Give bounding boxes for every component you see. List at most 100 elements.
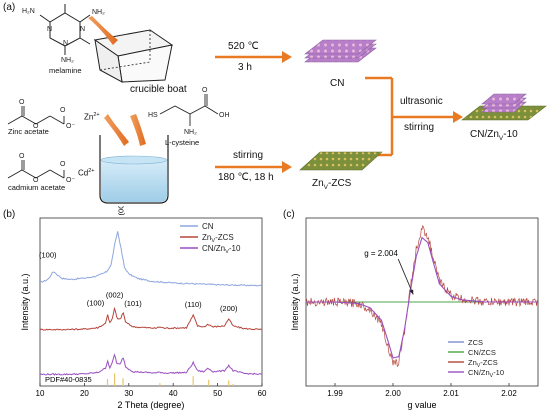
xrd-reference-label: PDF#40-0835 (45, 375, 92, 384)
x-tick-label: 60 (258, 389, 267, 398)
svg-text:O: O (19, 99, 25, 106)
zinc-acetate-label: Zinc acetate (8, 127, 49, 136)
hydrothermal-conditions-label: 180 ℃, 18 h (218, 172, 274, 183)
x-tick-label: 1.99 (327, 389, 343, 398)
xrd-plot-frame (39, 217, 263, 387)
svg-text:O: O (60, 107, 66, 114)
svg-text:OH: OH (219, 112, 230, 119)
svg-text:NH₂: NH₂ (61, 57, 74, 64)
cadmium-acetate-atoms: O O O O⁻ (19, 153, 75, 184)
cn-label: CN (330, 78, 345, 89)
x-tick-label: 50 (213, 389, 222, 398)
xrd-series-2 (39, 353, 263, 376)
svg-text:O: O (202, 87, 208, 94)
peak-label: (100) (39, 250, 57, 259)
svg-text:O⁻: O⁻ (66, 123, 75, 130)
arrow-ultrasonic (365, 76, 453, 157)
peak-label: (110) (185, 300, 202, 309)
legend-label: CN/ZnV-10 (202, 244, 241, 255)
xrd-x-axis-label: 2 Theta (degree) (118, 400, 185, 410)
svg-text:HS: HS (148, 112, 158, 119)
zinc-acetate-atoms: O O O O⁻ (19, 99, 75, 130)
peak-label: (002) (106, 291, 124, 300)
epr-g-annotation: g = 2.004 (364, 249, 414, 295)
arrow-hydrothermal (215, 161, 292, 173)
legend-label: ZnV-ZCS (468, 358, 498, 369)
l-cysteine-atoms: HS O OH NH₂ (148, 87, 230, 136)
ultrasonic-label: ultrasonic (400, 96, 443, 107)
panel-a-label: (a) (3, 2, 16, 13)
zinc-acetate-structure (7, 106, 65, 125)
epr-chart: 1.99 2.00 2.01 2.02 ZCSCN/ZCSZnV-ZCSCN/ZnV-… (290, 217, 539, 410)
stirring-label-1: stirring (233, 150, 264, 161)
beaker-icon (99, 114, 169, 204)
panel-b-label: (b) (3, 209, 16, 220)
crucible-boat-icon (88, 16, 174, 83)
znv-zcs-sheet-icon (299, 151, 383, 171)
peak-label: (101) (124, 299, 142, 308)
cn-sheet-icon (304, 39, 377, 63)
g-value-annotation: g = 2.004 (364, 249, 398, 258)
svg-text:N: N (63, 40, 68, 47)
svg-text:O: O (60, 161, 66, 168)
l-cysteine-structure (159, 94, 219, 126)
annotation-arrowhead (409, 289, 414, 295)
svg-text:N: N (47, 26, 52, 33)
cadmium-acetate-label: cadmium acetate (8, 183, 66, 192)
crucible-boat-label: crucible boat (130, 84, 187, 95)
xrd-chart: 10 20 30 40 50 60 (100)(002)(100)(002)(101) (1… (20, 206, 267, 410)
peak-label: (002) (117, 206, 126, 215)
melamine-structure (39, 4, 91, 55)
xrd-x-ticks: 10 20 30 40 50 60 (36, 383, 267, 398)
znv-zcs-label: ZnV-ZCS (312, 178, 352, 191)
epr-y-axis-label: Intensity (a.u.) (290, 273, 300, 330)
x-tick-label: 2.00 (385, 389, 401, 398)
x-tick-label: 2.01 (443, 389, 459, 398)
xrd-peak-labels: (100)(002)(100)(002)(101) (110) (200) (39, 206, 238, 313)
epr-x-ticks: 1.99 2.00 2.01 2.02 (327, 383, 517, 398)
panel-a-scheme: H₂N NH₂ NH₂ N N N (7, 4, 547, 204)
svg-text:O: O (33, 177, 39, 184)
arrow-calcination (215, 51, 292, 63)
epr-series-lines (305, 224, 539, 368)
x-tick-label: 2.02 (501, 389, 517, 398)
cadmium-acetate-structure (7, 160, 65, 179)
stirring-label-2: stirring (404, 122, 435, 133)
xrd-series-1 (39, 306, 263, 331)
svg-text:O: O (33, 123, 39, 130)
time-label-1: 3 h (238, 62, 252, 73)
annotation-arrow (397, 258, 414, 295)
xrd-series-lines (39, 231, 263, 376)
cd2-ion-label: Cd2+ (78, 168, 95, 178)
legend-label: ZCS (468, 338, 483, 347)
svg-text:O⁻: O⁻ (66, 177, 75, 184)
l-cysteine-label: L-cysteine (165, 138, 200, 147)
svg-text:O: O (19, 153, 25, 160)
cn-znv-10-composite-icon (461, 93, 547, 121)
x-tick-label: 30 (124, 389, 133, 398)
svg-text:N: N (80, 26, 85, 33)
xrd-y-axis-label: Intensity (a.u.) (20, 273, 30, 330)
svg-text:NH₂: NH₂ (184, 129, 197, 136)
panel-c-label: (c) (283, 209, 295, 220)
x-tick-label: 10 (36, 389, 45, 398)
svg-text:H₂N: H₂N (22, 8, 35, 15)
epr-series-3 (306, 236, 538, 359)
product-label: CN/ZnV-10 (470, 129, 518, 142)
xrd-series-0 (39, 231, 263, 287)
temperature-label-1: 520 ℃ (228, 41, 259, 52)
epr-x-axis-label: g value (407, 400, 436, 410)
melamine-atoms: H₂N NH₂ NH₂ N N N (22, 8, 105, 64)
epr-series-2 (305, 224, 539, 368)
legend-label: CN/ZCS (468, 348, 496, 357)
svg-text:NH₂: NH₂ (92, 9, 105, 16)
legend-label: ZnV-ZCS (202, 233, 234, 244)
x-tick-label: 20 (80, 389, 89, 398)
melamine-label: melamine (49, 66, 82, 75)
x-tick-label: 40 (169, 389, 178, 398)
xrd-reference-bars (106, 373, 234, 386)
peak-label: (200) (220, 304, 238, 313)
